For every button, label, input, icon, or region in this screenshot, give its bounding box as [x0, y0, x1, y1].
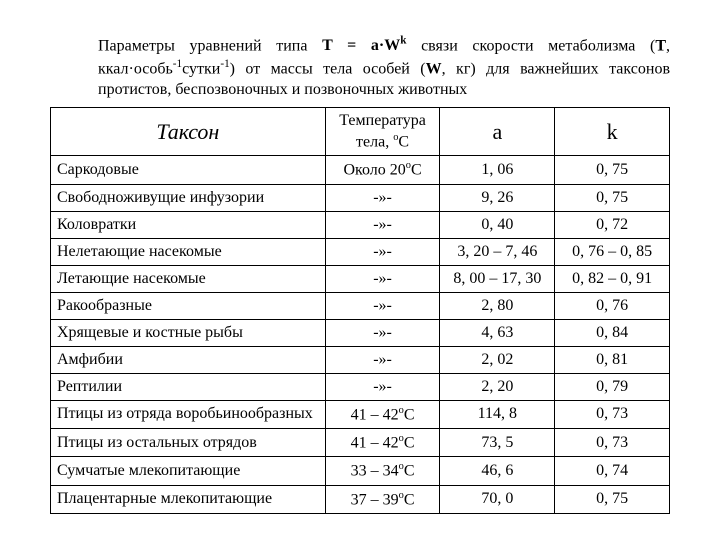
- cell-temperature: -»-: [325, 265, 440, 292]
- cell-taxon: Птицы из отряда воробьинообразных: [51, 400, 326, 428]
- table-row: Сумчатые млекопитающие33 – 34oC46, 60, 7…: [51, 457, 670, 485]
- cell-k: 0, 76 – 0, 85: [555, 238, 670, 265]
- table-row: Рептилии-»-2, 200, 79: [51, 373, 670, 400]
- table-row: Птицы из отряда воробьинообразных41 – 42…: [51, 400, 670, 428]
- cell-temperature: -»-: [325, 292, 440, 319]
- table-row: Амфибии-»-2, 020, 81: [51, 346, 670, 373]
- cell-temperature: -»-: [325, 373, 440, 400]
- table-caption: Параметры уравнений типа T = a·Wk связи …: [50, 34, 670, 101]
- cell-taxon: Саркодовые: [51, 156, 326, 184]
- table-row: Коловратки-»-0, 400, 72: [51, 211, 670, 238]
- cell-a: 2, 02: [440, 346, 555, 373]
- cell-a: 2, 80: [440, 292, 555, 319]
- cell-k: 0, 73: [555, 400, 670, 428]
- table-row: Нелетающие насекомые-»-3, 20 – 7, 460, 7…: [51, 238, 670, 265]
- caption-text: связи скорости метаболизма (: [406, 37, 655, 54]
- cell-taxon: Летающие насекомые: [51, 265, 326, 292]
- cell-a: 70, 0: [440, 485, 555, 513]
- caption-text: ) от массы тела особей (: [230, 60, 426, 77]
- cell-temperature: -»-: [325, 184, 440, 211]
- cell-a: 1, 06: [440, 156, 555, 184]
- table-body: СаркодовыеОколо 20oC1, 060, 75Свободножи…: [51, 156, 670, 514]
- header-temp-line1: Температура: [339, 112, 426, 129]
- header-temperature: Температура тела, oC: [325, 108, 440, 156]
- cell-temperature: 33 – 34oC: [325, 457, 440, 485]
- cell-k: 0, 79: [555, 373, 670, 400]
- table-row: Плацентарные млекопитающие37 – 39oC70, 0…: [51, 485, 670, 513]
- cell-taxon: Свободноживущие инфузории: [51, 184, 326, 211]
- cell-k: 0, 75: [555, 485, 670, 513]
- cell-k: 0, 82 – 0, 91: [555, 265, 670, 292]
- caption-sup: -1: [220, 58, 229, 70]
- table-row: Птицы из остальных отрядов41 – 42oC73, 5…: [51, 429, 670, 457]
- table-row: Ракообразные-»-2, 800, 76: [51, 292, 670, 319]
- cell-taxon: Ракообразные: [51, 292, 326, 319]
- caption-eq: T = a·W: [322, 37, 400, 54]
- cell-taxon: Плацентарные млекопитающие: [51, 485, 326, 513]
- caption-text: сутки: [182, 60, 220, 77]
- cell-a: 4, 63: [440, 319, 555, 346]
- cell-k: 0, 72: [555, 211, 670, 238]
- cell-temperature: 41 – 42oC: [325, 400, 440, 428]
- cell-a: 114, 8: [440, 400, 555, 428]
- cell-k: 0, 81: [555, 346, 670, 373]
- cell-taxon: Рептилии: [51, 373, 326, 400]
- cell-temperature: -»-: [325, 238, 440, 265]
- header-k: k: [555, 108, 670, 156]
- cell-a: 0, 40: [440, 211, 555, 238]
- cell-taxon: Сумчатые млекопитающие: [51, 457, 326, 485]
- cell-k: 0, 84: [555, 319, 670, 346]
- header-temp-line2: тела,: [356, 133, 393, 150]
- cell-k: 0, 73: [555, 429, 670, 457]
- cell-temperature: 41 – 42oC: [325, 429, 440, 457]
- table-row: Хрящевые и костные рыбы-»-4, 630, 84: [51, 319, 670, 346]
- table-row: Летающие насекомые-»-8, 00 – 17, 300, 82…: [51, 265, 670, 292]
- cell-k: 0, 75: [555, 156, 670, 184]
- cell-k: 0, 76: [555, 292, 670, 319]
- cell-temperature: 37 – 39oC: [325, 485, 440, 513]
- cell-temperature: -»-: [325, 319, 440, 346]
- cell-temperature: Около 20oC: [325, 156, 440, 184]
- cell-a: 46, 6: [440, 457, 555, 485]
- cell-temperature: -»-: [325, 211, 440, 238]
- cell-a: 9, 26: [440, 184, 555, 211]
- cell-k: 0, 75: [555, 184, 670, 211]
- table-header-row: Таксон Температура тела, oC a k: [51, 108, 670, 156]
- cell-taxon: Амфибии: [51, 346, 326, 373]
- header-taxon: Таксон: [51, 108, 326, 156]
- cell-temperature: -»-: [325, 346, 440, 373]
- cell-taxon: Коловратки: [51, 211, 326, 238]
- cell-a: 3, 20 – 7, 46: [440, 238, 555, 265]
- table-row: СаркодовыеОколо 20oC1, 060, 75: [51, 156, 670, 184]
- caption-text: Параметры уравнений типа: [98, 37, 322, 54]
- cell-a: 2, 20: [440, 373, 555, 400]
- metabolism-table: Таксон Температура тела, oC a k Саркодов…: [50, 107, 670, 514]
- cell-taxon: Хрящевые и костные рыбы: [51, 319, 326, 346]
- caption-T: T: [655, 37, 666, 54]
- cell-k: 0, 74: [555, 457, 670, 485]
- cell-taxon: Птицы из остальных отрядов: [51, 429, 326, 457]
- header-a: a: [440, 108, 555, 156]
- cell-a: 73, 5: [440, 429, 555, 457]
- table-row: Свободноживущие инфузории-»-9, 260, 75: [51, 184, 670, 211]
- caption-W: W: [426, 60, 442, 77]
- cell-a: 8, 00 – 17, 30: [440, 265, 555, 292]
- caption-sup: -1: [173, 58, 182, 70]
- cell-taxon: Нелетающие насекомые: [51, 238, 326, 265]
- header-temp-unit: C: [398, 133, 409, 150]
